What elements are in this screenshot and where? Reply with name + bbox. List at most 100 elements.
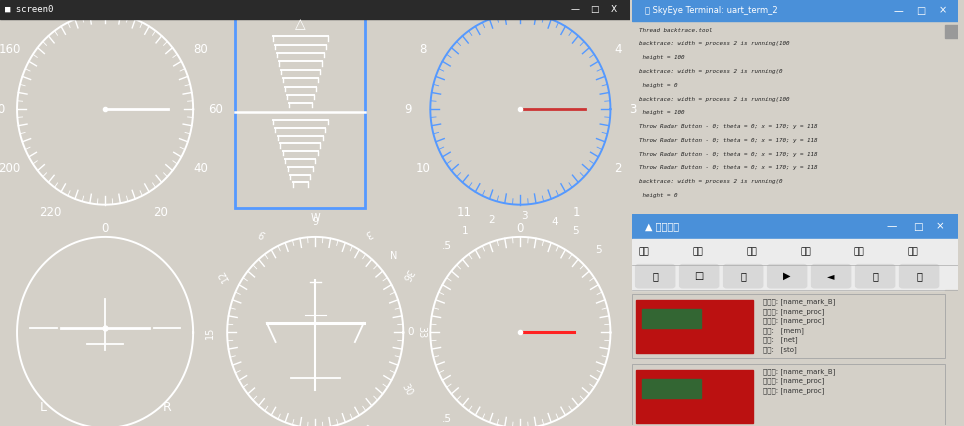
Text: 帮助: 帮助	[854, 248, 865, 256]
Text: X: X	[610, 5, 617, 14]
FancyBboxPatch shape	[767, 265, 807, 288]
Text: Throw Radar Button - 0; theta = 0; x = 170; y = 118: Throw Radar Button - 0; theta = 0; x = 1…	[639, 124, 817, 129]
Text: ▲ 天目仿真: ▲ 天目仿真	[646, 222, 680, 231]
Text: 📂: 📂	[653, 271, 658, 281]
Text: 处理器: [name_proc]: 处理器: [name_proc]	[763, 317, 824, 324]
Text: 5: 5	[595, 245, 602, 255]
Text: 🐾: 🐾	[872, 271, 878, 281]
Text: 处理器: [name_proc]: 处理器: [name_proc]	[763, 308, 824, 315]
FancyBboxPatch shape	[635, 265, 675, 288]
Text: 5: 5	[572, 227, 578, 236]
Bar	[632, 0, 958, 21]
Text: 4: 4	[551, 216, 557, 227]
Text: 🖥 SkyEye Terminal: uart_term_2: 🖥 SkyEye Terminal: uart_term_2	[646, 6, 778, 15]
Bar	[632, 294, 945, 357]
Text: □: □	[694, 271, 704, 281]
Text: 1: 1	[573, 206, 580, 219]
Text: 33: 33	[415, 326, 426, 339]
Bar	[635, 370, 753, 423]
Text: .5: .5	[442, 414, 452, 424]
Text: ⏸: ⏸	[740, 271, 746, 281]
Bar	[632, 239, 958, 265]
Text: R: R	[162, 400, 171, 414]
Text: □: □	[913, 222, 923, 231]
Bar	[632, 364, 945, 426]
Text: 140: 140	[39, 0, 62, 12]
Text: 3: 3	[521, 211, 527, 221]
Text: 5: 5	[573, 0, 580, 12]
Text: N: N	[390, 251, 397, 261]
Text: —: —	[893, 6, 903, 16]
Text: 处理器: [name_proc]: 处理器: [name_proc]	[763, 377, 824, 384]
Text: W: W	[310, 213, 320, 223]
Text: height = 0: height = 0	[639, 193, 678, 198]
Text: 220: 220	[39, 206, 62, 219]
Text: 0: 0	[517, 222, 524, 235]
Text: backtrace: width = process 2 is running(0: backtrace: width = process 2 is running(…	[639, 179, 783, 184]
Text: ◄: ◄	[827, 271, 835, 281]
Text: □: □	[916, 6, 925, 16]
Text: 60: 60	[207, 103, 223, 115]
Bar	[0, 0, 630, 19]
Text: height = 100: height = 100	[639, 110, 684, 115]
Text: ×: ×	[935, 222, 944, 231]
FancyBboxPatch shape	[856, 265, 895, 288]
FancyBboxPatch shape	[899, 265, 939, 288]
Text: 3: 3	[629, 103, 636, 115]
Bar	[632, 214, 958, 239]
Text: backtrace: width = process 2 is running(100: backtrace: width = process 2 is running(…	[639, 41, 790, 46]
Text: 12: 12	[216, 267, 231, 283]
Text: 180: 180	[0, 103, 6, 115]
Bar	[945, 290, 958, 425]
Text: L: L	[40, 400, 47, 414]
Bar	[945, 26, 958, 38]
Text: —: —	[571, 5, 579, 14]
Text: 160: 160	[0, 43, 21, 56]
Text: Throw Radar Button - 0; theta = 0; x = 170; y = 118: Throw Radar Button - 0; theta = 0; x = 1…	[639, 138, 817, 143]
Text: 20: 20	[152, 206, 168, 219]
Text: 8: 8	[419, 43, 426, 56]
FancyBboxPatch shape	[680, 265, 719, 288]
Text: 核心板: [name_mark_B]: 核心板: [name_mark_B]	[763, 298, 835, 305]
Text: ⬜: ⬜	[916, 271, 922, 281]
Text: ▶: ▶	[784, 271, 790, 281]
Text: 200: 200	[0, 162, 21, 176]
FancyBboxPatch shape	[812, 265, 850, 288]
Text: 4: 4	[614, 43, 622, 56]
Text: 0: 0	[407, 328, 414, 337]
Text: 浏览: 浏览	[800, 248, 811, 256]
Text: 3: 3	[362, 227, 373, 239]
Text: ■ screen0: ■ screen0	[5, 5, 53, 14]
Text: 核心板: [name_mark_B]: 核心板: [name_mark_B]	[763, 368, 835, 375]
Text: 调试: 调试	[693, 248, 704, 256]
Text: 100: 100	[149, 0, 172, 12]
Text: 24: 24	[361, 424, 376, 426]
Text: Throw Radar Button - 0; theta = 0; x = 170; y = 118: Throw Radar Button - 0; theta = 0; x = 1…	[639, 152, 817, 157]
Text: 9: 9	[404, 103, 412, 115]
Text: 工具: 工具	[746, 248, 757, 256]
Text: 40: 40	[193, 162, 208, 176]
Text: 6: 6	[312, 213, 318, 223]
Text: △: △	[295, 17, 306, 31]
FancyBboxPatch shape	[724, 265, 763, 288]
Text: Thread backtrace.tool: Thread backtrace.tool	[639, 28, 712, 32]
Text: .5: .5	[442, 241, 452, 251]
Text: backtrace: width = process 2 is running(100: backtrace: width = process 2 is running(…	[639, 97, 790, 101]
Text: Throw Radar Button - 0; theta = 0; x = 170; y = 118: Throw Radar Button - 0; theta = 0; x = 1…	[639, 165, 817, 170]
Text: —: —	[887, 222, 897, 231]
Bar	[632, 265, 958, 290]
Text: 2: 2	[489, 215, 495, 225]
Bar	[235, 16, 365, 208]
Text: □: □	[590, 5, 599, 14]
Bar	[642, 379, 701, 398]
Text: 储存:   [sto]: 储存: [sto]	[763, 346, 796, 353]
Text: 7: 7	[461, 0, 468, 12]
Text: 处理器: [name_proc]: 处理器: [name_proc]	[763, 387, 824, 394]
Text: 关于: 关于	[908, 248, 919, 256]
Text: 文件: 文件	[639, 248, 650, 256]
Text: 36: 36	[399, 268, 415, 283]
Text: 30: 30	[399, 382, 415, 397]
Text: 80: 80	[193, 43, 208, 56]
Text: height = 100: height = 100	[639, 55, 684, 60]
Text: 2: 2	[614, 162, 622, 176]
